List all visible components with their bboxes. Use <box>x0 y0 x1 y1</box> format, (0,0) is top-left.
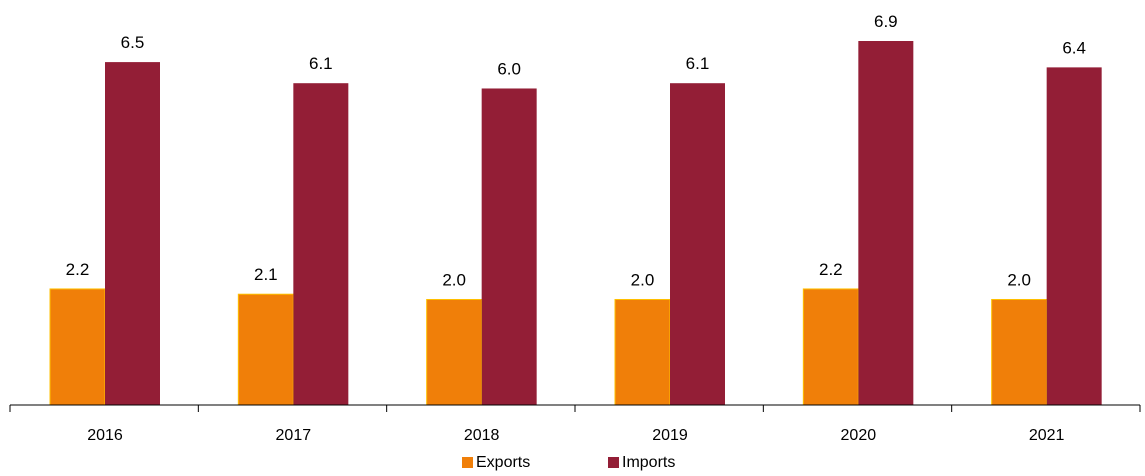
legend-swatch-imports <box>608 457 619 468</box>
data-label-imports-2018: 6.0 <box>497 59 521 78</box>
legend-label-imports: Imports <box>622 454 675 471</box>
bar-imports-2018 <box>481 88 537 405</box>
x-tick-label-2019: 2019 <box>652 427 688 444</box>
bar-imports-2017 <box>293 83 349 406</box>
x-tick-label-2018: 2018 <box>464 427 500 444</box>
bar-exports-2016 <box>49 288 106 406</box>
data-label-imports-2021: 6.4 <box>1062 38 1086 57</box>
data-label-imports-2017: 6.1 <box>309 54 333 73</box>
legend-label-exports: Exports <box>476 454 530 471</box>
data-label-imports-2019: 6.1 <box>686 54 710 73</box>
data-label-exports-2018: 2.0 <box>442 270 466 289</box>
x-axis: 2016 2017 2018 2019 2020 2021 <box>9 404 1141 444</box>
data-label-exports-2021: 2.0 <box>1007 270 1031 289</box>
x-tick-label-2020: 2020 <box>841 427 877 444</box>
bar-exports-2019 <box>614 298 671 406</box>
data-label-imports-2020: 6.9 <box>874 12 898 31</box>
legend: Exports Imports <box>462 454 675 471</box>
x-tick-label-2017: 2017 <box>276 427 312 444</box>
data-labels-group: 2.2 6.5 2.1 6.1 2.0 6.0 2.0 6.1 2.2 6.9 2.0 6.4 <box>66 12 1086 289</box>
x-tick-label-2016: 2016 <box>87 427 123 444</box>
bar-exports-2020 <box>802 288 859 406</box>
data-label-exports-2019: 2.0 <box>631 270 655 289</box>
bar-imports-2019 <box>670 83 725 406</box>
bar-imports-2021 <box>1046 67 1102 406</box>
data-label-exports-2017: 2.1 <box>254 265 278 284</box>
bar-imports-2020 <box>858 41 914 405</box>
data-label-exports-2016: 2.2 <box>66 260 90 279</box>
bar-exports-2018 <box>426 298 483 406</box>
bar-exports-2017 <box>237 293 294 406</box>
bar-exports-2021 <box>991 298 1048 406</box>
legend-swatch-exports <box>462 457 473 468</box>
data-label-imports-2016: 6.5 <box>121 33 145 52</box>
bars-group <box>49 41 1102 406</box>
x-tick-label-2021: 2021 <box>1029 427 1065 444</box>
bar-imports-2016 <box>105 62 160 406</box>
data-label-exports-2020: 2.2 <box>819 260 843 279</box>
